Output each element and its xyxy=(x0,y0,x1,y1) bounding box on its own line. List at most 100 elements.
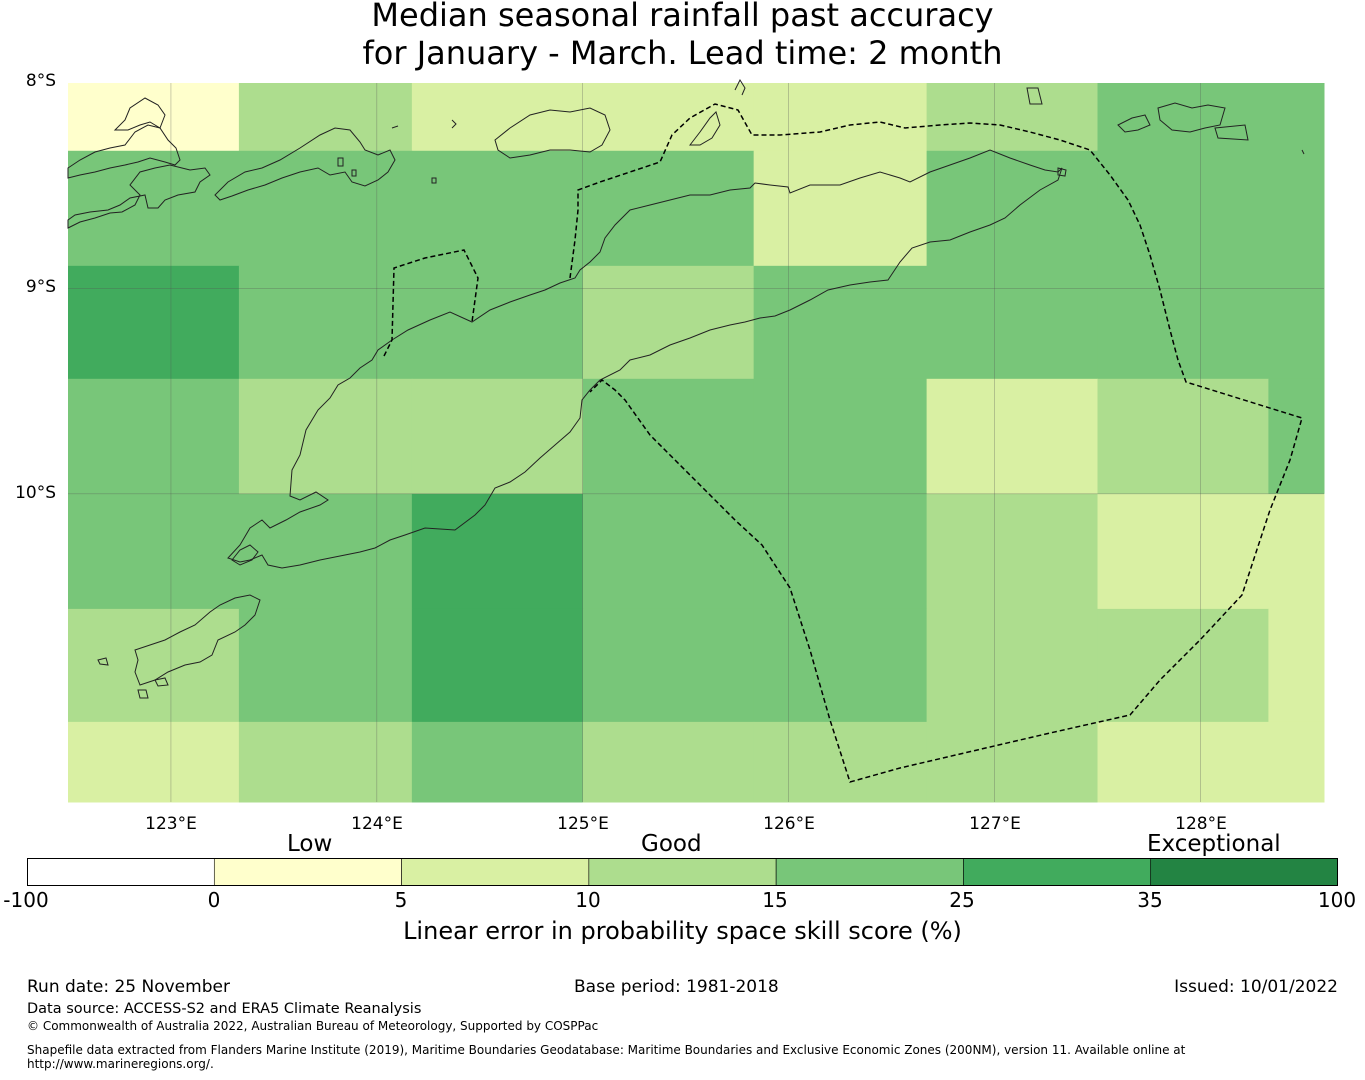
alor-coastline xyxy=(67,164,211,229)
lat-label-9s: 9°S xyxy=(25,277,56,297)
grid-cell xyxy=(411,378,584,495)
run-date: Run date: 25 November xyxy=(27,977,230,997)
lon-label-123e: 123°E xyxy=(145,814,197,834)
colorbar-title: Linear error in probability space skill … xyxy=(403,917,962,945)
maritime-boundary xyxy=(383,103,1303,783)
grid-cell xyxy=(238,608,413,723)
grid-cell xyxy=(753,721,928,803)
grid-cell xyxy=(1097,83,1269,152)
title-line-1: Median seasonal rainfall past accuracy xyxy=(371,0,994,34)
grid-cell xyxy=(1097,721,1269,803)
small-island-3 xyxy=(337,157,344,167)
small-island-8 xyxy=(734,78,746,96)
tick-label: 5 xyxy=(394,888,408,912)
grid-cell xyxy=(1268,150,1325,267)
grid-cell xyxy=(238,721,413,803)
grid-cell xyxy=(68,265,240,380)
tick-label: 0 xyxy=(207,888,221,912)
lat-label-10s: 10°S xyxy=(15,483,56,503)
grid-cell xyxy=(411,150,584,267)
rainfall-accuracy-map xyxy=(67,78,1325,803)
grid-cell xyxy=(1268,265,1325,380)
colorbar-segment xyxy=(401,858,590,886)
tick-label: -100 xyxy=(3,888,49,912)
shapefile-credit: Shapefile data extracted from Flanders M… xyxy=(27,1043,1186,1057)
tick-label: 35 xyxy=(1137,888,1163,912)
grid-cell xyxy=(926,608,1099,723)
grid-cell xyxy=(68,378,240,495)
grid-cell xyxy=(582,265,755,380)
grid-cell xyxy=(68,83,240,152)
moa-coastline xyxy=(1117,114,1151,133)
grid-cell xyxy=(411,608,584,723)
skill-score-grid xyxy=(68,83,1325,803)
colorbar-segment xyxy=(1150,858,1338,886)
small-island-7 xyxy=(1301,149,1305,155)
lon-label-126e: 126°E xyxy=(763,814,815,834)
lat-label-8s: 8°S xyxy=(25,71,56,91)
grid-cell xyxy=(238,378,413,495)
lon-label-128e: 128°E xyxy=(1175,814,1227,834)
tick-label: 25 xyxy=(949,888,975,912)
grid-cell xyxy=(753,378,928,495)
tick-label: 10 xyxy=(575,888,601,912)
category-good: Good xyxy=(641,831,702,857)
grid-cell xyxy=(411,83,584,152)
colorbar xyxy=(27,858,1338,886)
base-period: Base period: 1981-2018 xyxy=(574,977,779,997)
ndao-coastline xyxy=(97,657,109,666)
grid-cell xyxy=(582,721,755,803)
oecusse-boundary xyxy=(383,249,479,357)
atauro-coastline xyxy=(688,111,721,146)
tick-label: 15 xyxy=(762,888,788,912)
tick-label: 100 xyxy=(1317,888,1357,912)
small-island-4 xyxy=(351,169,357,177)
title-line-2: for January - March. Lead time: 2 month xyxy=(362,34,1003,72)
pantar-coastline xyxy=(113,97,166,131)
grid-cell xyxy=(582,493,755,610)
shapefile-url[interactable]: http://www.marineregions.org/. xyxy=(27,1057,214,1071)
grid-cell xyxy=(238,83,413,152)
grid-cell xyxy=(1268,493,1325,610)
grid-cell xyxy=(753,493,928,610)
copyright: © Commonwealth of Australia 2022, Austra… xyxy=(27,1019,599,1033)
timor-coastline xyxy=(227,149,1063,569)
grid-cell xyxy=(926,378,1099,495)
chart-title: Median seasonal rainfall past accuracy f… xyxy=(0,0,1365,72)
coastline xyxy=(67,78,1305,699)
grid-cell xyxy=(68,150,240,267)
colorbar-segment xyxy=(963,858,1152,886)
grid-cell xyxy=(238,150,413,267)
grid-cell xyxy=(1268,608,1325,723)
semau-coastline xyxy=(231,544,259,566)
grid-cell xyxy=(926,83,1099,152)
grid-cell xyxy=(411,265,584,380)
issued-date: Issued: 10/01/2022 xyxy=(1174,977,1338,997)
lon-label-125e: 125°E xyxy=(557,814,609,834)
lomblen-coastline xyxy=(214,127,396,201)
small-island-6 xyxy=(1057,167,1067,177)
grid-cell xyxy=(1097,150,1269,267)
grid-cell xyxy=(753,265,928,380)
grid-cell xyxy=(926,265,1099,380)
grid-cell xyxy=(582,150,755,267)
grid-cell xyxy=(1097,378,1269,495)
grid-cell xyxy=(753,608,928,723)
grid-cell xyxy=(753,150,928,267)
data-source: Data source: ACCESS-S2 and ERA5 Climate … xyxy=(27,1001,422,1017)
grid-cell xyxy=(582,378,755,495)
grid-cell xyxy=(1097,493,1269,610)
small-island-10 xyxy=(451,119,457,129)
grid-cell xyxy=(238,265,413,380)
grid-cell xyxy=(68,608,240,723)
graticule xyxy=(68,83,1324,802)
wetar-coastline xyxy=(494,107,611,159)
grid-cell xyxy=(411,721,584,803)
flores-east-coastline xyxy=(67,124,181,179)
grid-cell xyxy=(582,608,755,723)
lakor-coastline xyxy=(1214,124,1249,141)
small-island-2 xyxy=(154,677,169,687)
grid-cell xyxy=(1097,265,1269,380)
lon-label-124e: 124°E xyxy=(351,814,403,834)
category-exceptional: Exceptional xyxy=(1147,831,1281,857)
